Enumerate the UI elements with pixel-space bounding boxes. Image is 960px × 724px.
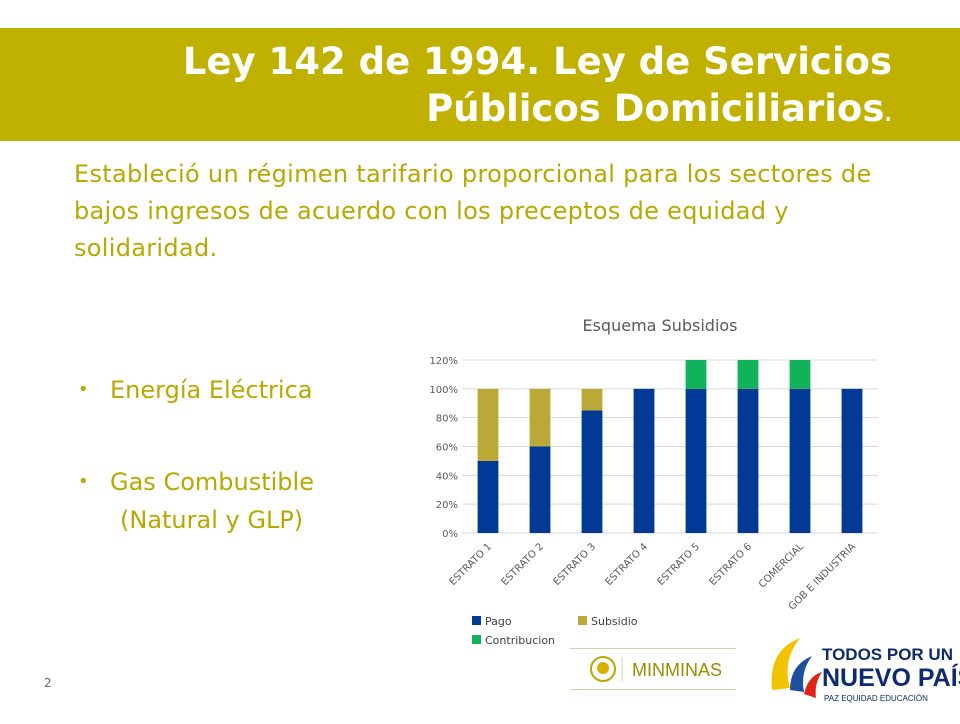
- logo-swoosh-blue-icon: [790, 656, 812, 692]
- bullet-text: Energía Eléctrica: [110, 376, 313, 404]
- todos-por-un-nuevo-pais-logo: TODOS POR UN NUEVO PAÍS PAZ EQUIDAD EDUC…: [760, 610, 960, 720]
- logo-swoosh-yellow-icon: [771, 638, 800, 690]
- bar-pago: [529, 446, 551, 533]
- bar-pago: [477, 460, 499, 533]
- title-bar: [0, 28, 960, 141]
- y-tick-label: 100%: [429, 385, 458, 396]
- bullet-subtext: (Natural y GLP): [120, 506, 304, 534]
- legend-swatch-pago: [472, 616, 481, 625]
- bullet-list: • Energía Eléctrica • Gas Combustible (N…: [78, 372, 408, 540]
- bar-subsidio: [477, 388, 499, 461]
- x-tick-label: ESTRATO 1: [448, 541, 495, 588]
- y-tick-label: 80%: [436, 414, 458, 425]
- nuevo-pais-logo-graphic: TODOS POR UN NUEVO PAÍS PAZ EQUIDAD EDUC…: [771, 638, 960, 703]
- legend-swatch-subsidio: [578, 616, 587, 625]
- chart-container: Esquema Subsidios 0% 20% 40% 60% 80% 100% 120% E…: [410, 300, 890, 660]
- y-tick-label: 20%: [436, 500, 458, 511]
- bullet-item-gas: • Gas Combustible: [78, 464, 408, 500]
- bar-contribucion: [789, 360, 811, 389]
- bar-subsidio: [581, 388, 603, 411]
- bar-pago: [789, 388, 811, 533]
- bar-pago: [685, 388, 707, 533]
- y-tick-label: 0%: [442, 529, 458, 540]
- y-tick-label: 60%: [436, 443, 458, 454]
- logo-text-line-2: NUEVO PAÍS: [822, 663, 960, 692]
- bar-subsidio: [529, 388, 551, 447]
- intro-paragraph: Estableció un régimen tarifario proporci…: [74, 160, 872, 262]
- title-line-2-text: Públicos Domiciliarios: [426, 87, 885, 130]
- bullet-icon: •: [78, 379, 89, 400]
- legend-label: Contribucion: [485, 634, 555, 647]
- coat-of-arms-center-icon: [597, 662, 609, 674]
- x-tick-label: ESTRATO 2: [500, 541, 547, 588]
- bar-contribucion: [685, 360, 707, 389]
- minminas-text: MINMINAS: [632, 660, 722, 680]
- y-tick-label: 40%: [436, 471, 458, 482]
- logo-text-line-1: TODOS POR UN: [822, 645, 953, 664]
- x-tick-label: ESTRATO 5: [656, 541, 703, 588]
- x-tick-label: COMERCIAL: [757, 541, 807, 591]
- x-tick-label: ESTRATO 3: [552, 541, 599, 588]
- logo-swoosh-red-icon: [804, 672, 822, 698]
- slide-title: Ley 142 de 1994. Ley de Servicios Públic…: [183, 38, 892, 138]
- page-number: 2: [44, 676, 52, 690]
- x-tick-label: ESTRATO 4: [604, 541, 651, 588]
- y-tick-label: 120%: [429, 356, 458, 367]
- bar-pago: [841, 388, 863, 533]
- subsidy-chart: Esquema Subsidios 0% 20% 40% 60% 80% 100% 120% E…: [429, 316, 878, 647]
- bullet-item-energia: • Energía Eléctrica: [78, 372, 408, 408]
- minminas-logo: MINMINAS: [570, 648, 736, 690]
- legend-swatch-contribucion: [472, 635, 481, 644]
- bar-contribucion: [737, 360, 759, 389]
- chart-title: Esquema Subsidios: [582, 316, 737, 335]
- x-tick-label: ESTRATO 6: [708, 541, 755, 588]
- bullet-icon: •: [78, 471, 89, 492]
- bar-pago: [737, 388, 759, 533]
- legend-label: Pago: [485, 615, 512, 628]
- title-line-1: Ley 142 de 1994. Ley de Servicios: [182, 40, 892, 83]
- bar-pago: [581, 410, 603, 533]
- bar-pago: [633, 388, 655, 533]
- title-dot: .: [884, 102, 892, 126]
- logo-text-line-3: PAZ EQUIDAD EDUCACIÓN: [824, 694, 928, 703]
- bullet-text: Gas Combustible: [110, 468, 314, 496]
- legend-label: Subsidio: [591, 615, 638, 628]
- minminas-logo-graphic: MINMINAS: [590, 656, 722, 682]
- title-line-2: Públicos Domiciliarios.: [183, 85, 892, 138]
